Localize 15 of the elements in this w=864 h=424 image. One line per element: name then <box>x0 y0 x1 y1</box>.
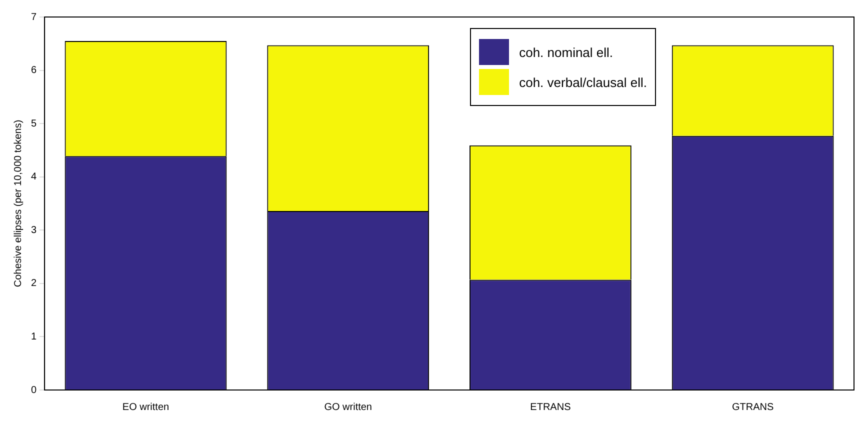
y-tick-label: 3 <box>31 224 37 236</box>
x-tick-label: GO written <box>324 402 372 413</box>
legend-label: coh. verbal/clausal ell. <box>519 74 647 90</box>
x-tick-label: EO written <box>122 402 170 413</box>
legend-label: coh. nominal ell. <box>519 44 614 60</box>
y-tick-label: 5 <box>31 118 37 130</box>
x-tick-label: ETRANS <box>530 402 572 413</box>
y-tick-label: 2 <box>31 278 37 290</box>
y-tick-label: 4 <box>31 172 37 183</box>
y-axis-title: Cohesive ellipses (per 10,000 tokens) <box>12 120 24 288</box>
y-tick-label: 6 <box>31 65 37 76</box>
y-tick-label: 1 <box>31 331 37 342</box>
y-tick-label: 0 <box>31 384 37 396</box>
x-tick-label: GTRANS <box>732 402 774 413</box>
y-tick-label: 7 <box>31 12 37 23</box>
